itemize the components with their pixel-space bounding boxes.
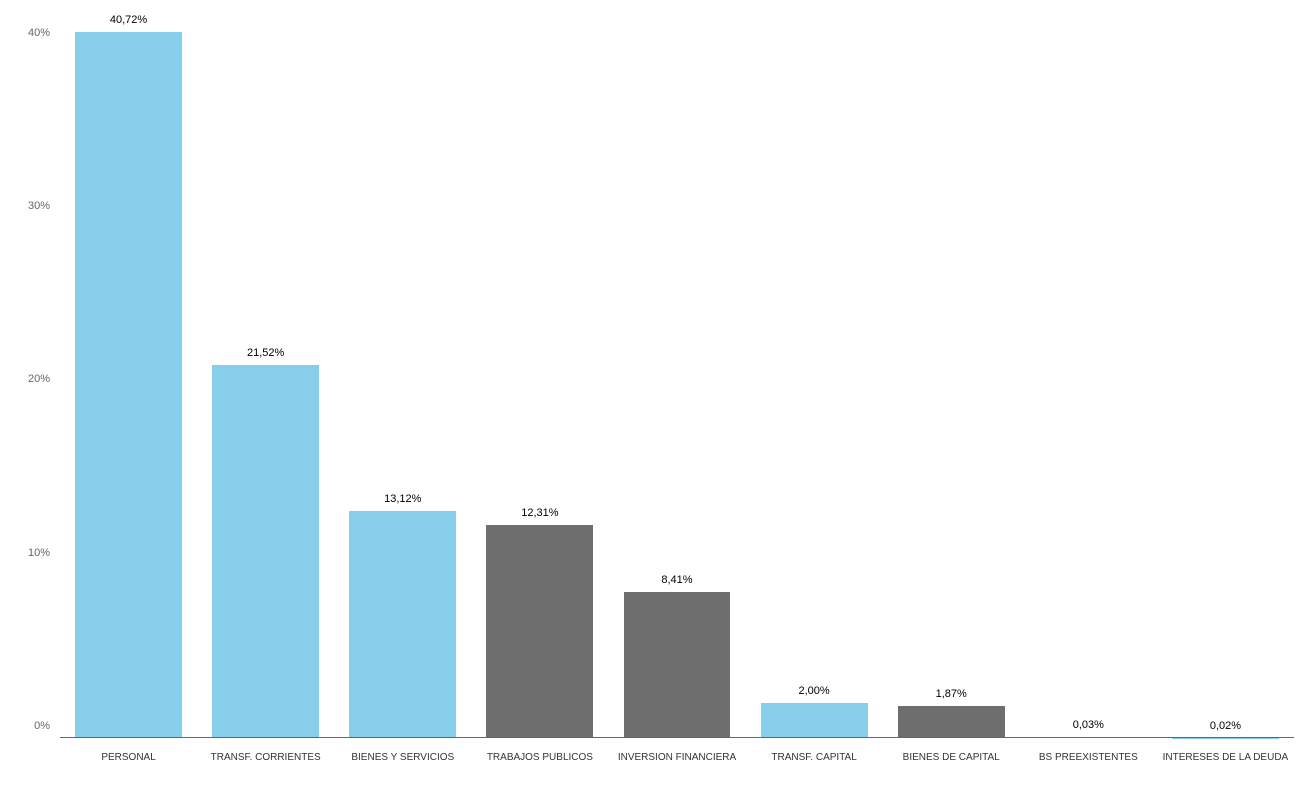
- x-category-label: BIENES DE CAPITAL: [883, 743, 1020, 798]
- bars-row: 40,72%21,52%13,12%12,31%8,41%2,00%1,87%0…: [60, 10, 1294, 738]
- bar-value-label: 0,03%: [1073, 719, 1104, 731]
- x-axis-labels: PERSONALTRANSF. CORRIENTESBIENES Y SERVI…: [60, 743, 1294, 798]
- bar: 12,31%: [486, 525, 593, 738]
- x-category-label: INTERESES DE LA DEUDA: [1157, 743, 1294, 798]
- bar: 1,87%: [898, 706, 1005, 738]
- x-category-label: TRANSF. CAPITAL: [746, 743, 883, 798]
- x-axis-line: [60, 737, 1294, 738]
- x-category-label: TRABAJOS PUBLICOS: [471, 743, 608, 798]
- bar: 8,41%: [624, 592, 731, 738]
- y-tick-label: 30%: [10, 200, 50, 212]
- y-tick-label: 20%: [10, 373, 50, 385]
- bar-value-label: 21,52%: [247, 347, 284, 359]
- x-category-label: INVERSION FINANCIERA: [608, 743, 745, 798]
- bar-value-label: 2,00%: [798, 685, 829, 697]
- bar-value-label: 8,41%: [661, 574, 692, 586]
- y-tick-label: 10%: [10, 547, 50, 559]
- bar: 40,72%: [75, 32, 182, 738]
- bar-value-label: 40,72%: [110, 14, 147, 26]
- bar-slot: 13,12%: [334, 10, 471, 738]
- plot-area: 0%10%20%30%40% 40,72%21,52%13,12%12,31%8…: [60, 10, 1294, 738]
- bar-slot: 1,87%: [883, 10, 1020, 738]
- bar-value-label: 0,02%: [1210, 720, 1241, 732]
- x-category-label: TRANSF. CORRIENTES: [197, 743, 334, 798]
- bar-value-label: 1,87%: [936, 688, 967, 700]
- bar-chart: 0%10%20%30%40% 40,72%21,52%13,12%12,31%8…: [60, 10, 1294, 738]
- y-tick-label: 0%: [10, 720, 50, 732]
- bar: 13,12%: [349, 511, 456, 738]
- bar-slot: 0,03%: [1020, 10, 1157, 738]
- bar: 21,52%: [212, 365, 319, 738]
- bar-slot: 21,52%: [197, 10, 334, 738]
- bar-value-label: 12,31%: [521, 507, 558, 519]
- bar-slot: 8,41%: [608, 10, 745, 738]
- x-category-label: PERSONAL: [60, 743, 197, 798]
- bar-slot: 0,02%: [1157, 10, 1294, 738]
- bar-slot: 40,72%: [60, 10, 197, 738]
- bar-slot: 2,00%: [746, 10, 883, 738]
- x-category-label: BS PREEXISTENTES: [1020, 743, 1157, 798]
- x-category-label: BIENES Y SERVICIOS: [334, 743, 471, 798]
- bar-slot: 12,31%: [471, 10, 608, 738]
- bar: 2,00%: [761, 703, 868, 738]
- bar-value-label: 13,12%: [384, 493, 421, 505]
- y-tick-label: 40%: [10, 27, 50, 39]
